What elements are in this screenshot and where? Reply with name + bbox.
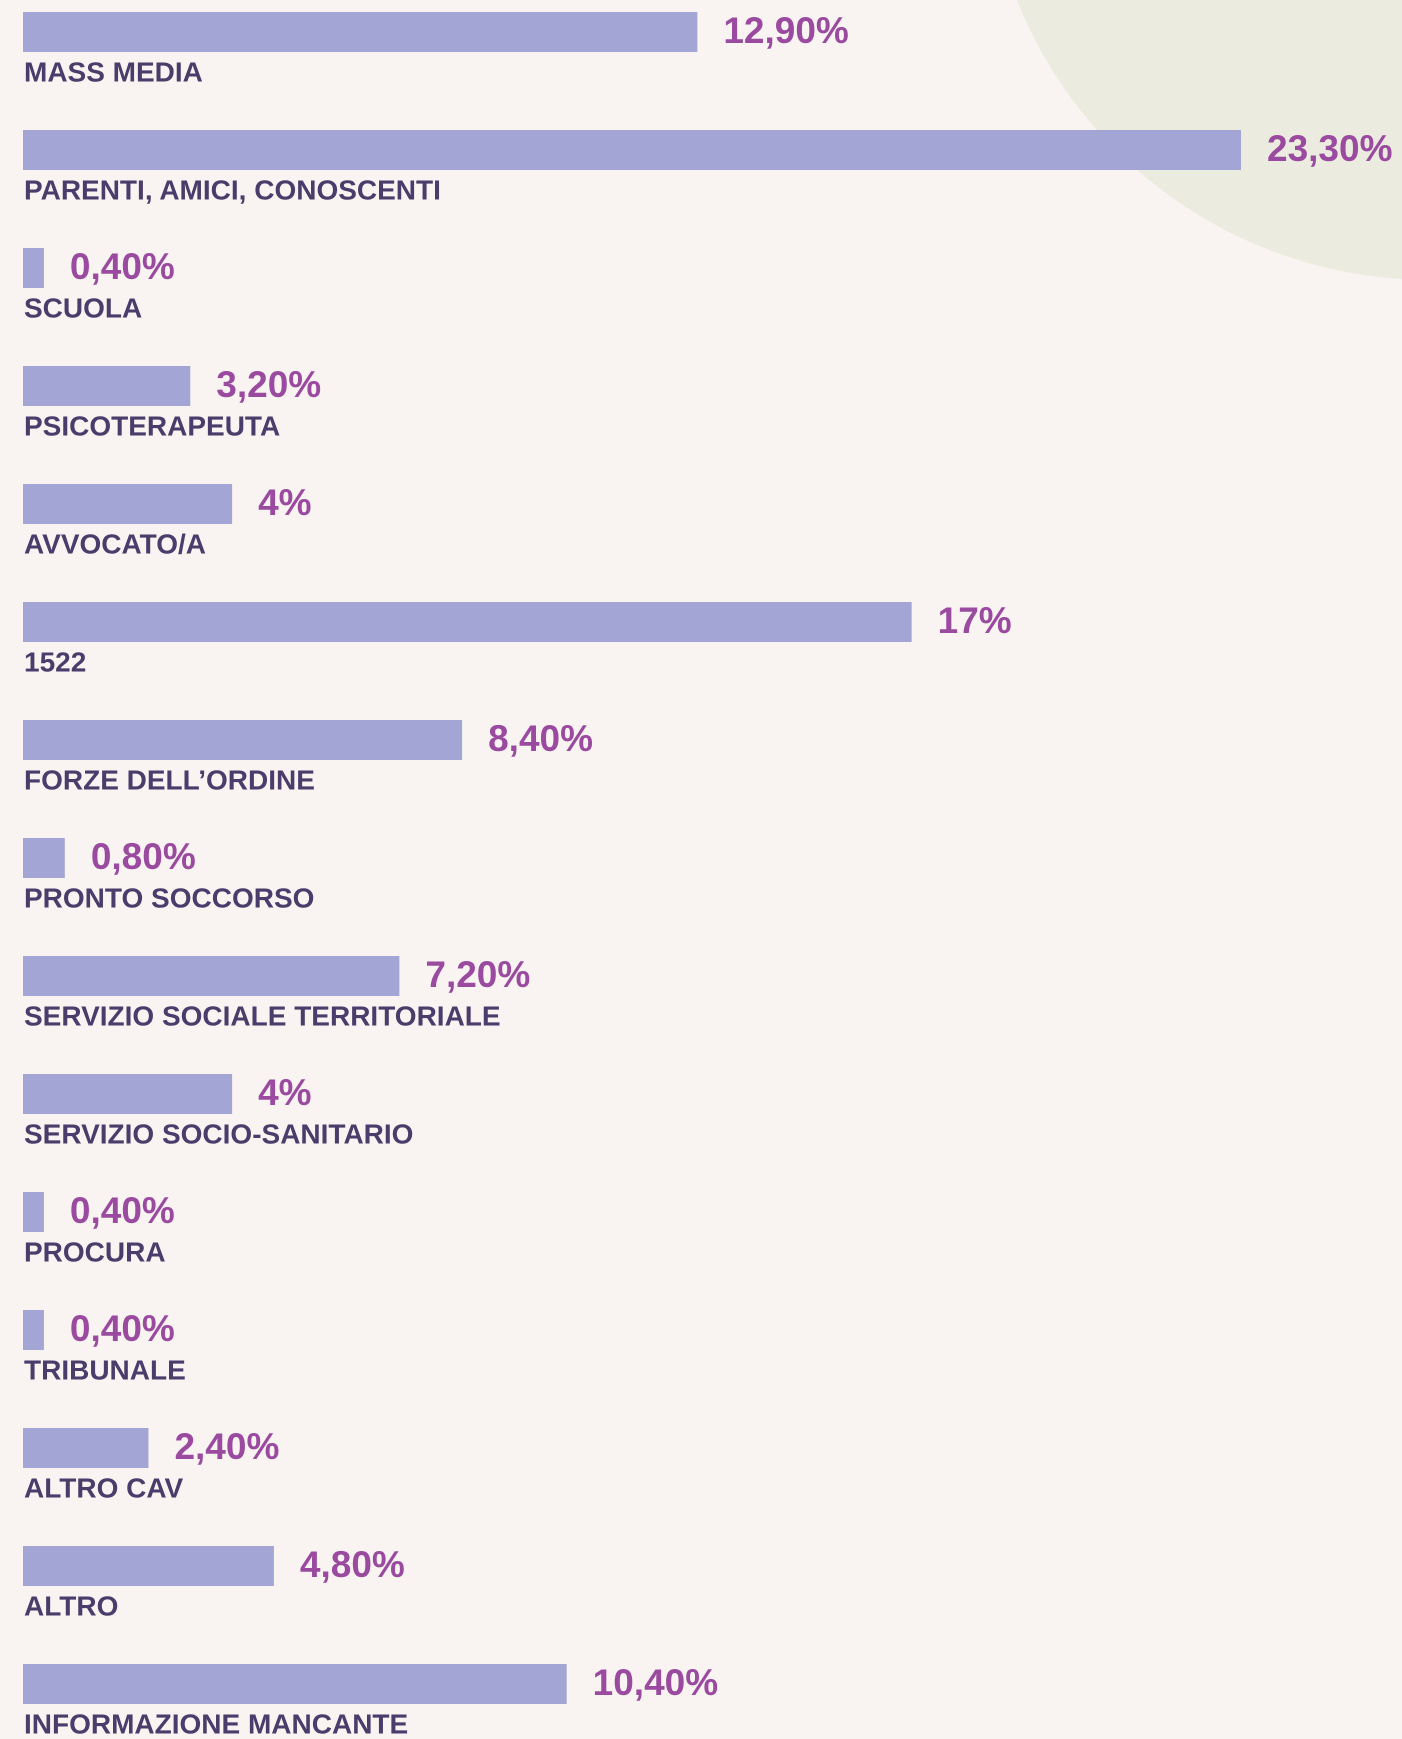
value-label: 4,80% (300, 1544, 405, 1585)
category-label: INFORMAZIONE MANCANTE (24, 1708, 408, 1739)
category-label: SERVIZIO SOCIO-SANITARIO (24, 1118, 413, 1149)
value-label: 0,80% (91, 836, 196, 877)
category-label: PROCURA (24, 1236, 166, 1267)
category-label: SCUOLA (24, 292, 142, 323)
value-label: 4% (258, 1072, 311, 1113)
bar (23, 366, 191, 406)
category-label: PRONTO SOCCORSO (24, 882, 314, 913)
category-label: PARENTI, AMICI, CONOSCENTI (24, 174, 441, 205)
value-label: 2,40% (174, 1426, 279, 1467)
value-label: 17% (938, 600, 1012, 641)
bar (23, 248, 44, 288)
category-label: ALTRO (24, 1590, 118, 1621)
value-label: 10,40% (593, 1662, 719, 1703)
bar (23, 1192, 44, 1232)
value-label: 4% (258, 482, 311, 523)
bar (23, 484, 233, 524)
category-label: 1522 (24, 646, 86, 677)
bar (23, 130, 1241, 170)
value-label: 0,40% (70, 1190, 175, 1231)
category-label: ALTRO CAV (24, 1472, 183, 1503)
value-label: 0,40% (70, 1308, 175, 1349)
bar (23, 1546, 274, 1586)
bar (23, 1428, 149, 1468)
category-label: MASS MEDIA (24, 56, 203, 87)
bar (23, 720, 463, 760)
bar (23, 838, 65, 878)
category-label: SERVIZIO SOCIALE TERRITORIALE (24, 1000, 501, 1031)
bar (23, 12, 698, 52)
value-label: 3,20% (216, 364, 321, 405)
value-label: 7,20% (425, 954, 530, 995)
bar (23, 602, 912, 642)
category-label: PSICOTERAPEUTA (24, 410, 280, 441)
bar (23, 1310, 44, 1350)
bar (23, 1074, 233, 1114)
bar (23, 956, 400, 996)
bar (23, 1664, 567, 1704)
category-label: AVVOCATO/A (24, 528, 206, 559)
category-label: TRIBUNALE (24, 1354, 186, 1385)
value-label: 12,90% (723, 10, 849, 51)
value-label: 8,40% (488, 718, 593, 759)
category-label: FORZE DELL’ORDINE (24, 764, 315, 795)
value-label: 23,30% (1267, 128, 1393, 169)
value-label: 0,40% (70, 246, 175, 287)
